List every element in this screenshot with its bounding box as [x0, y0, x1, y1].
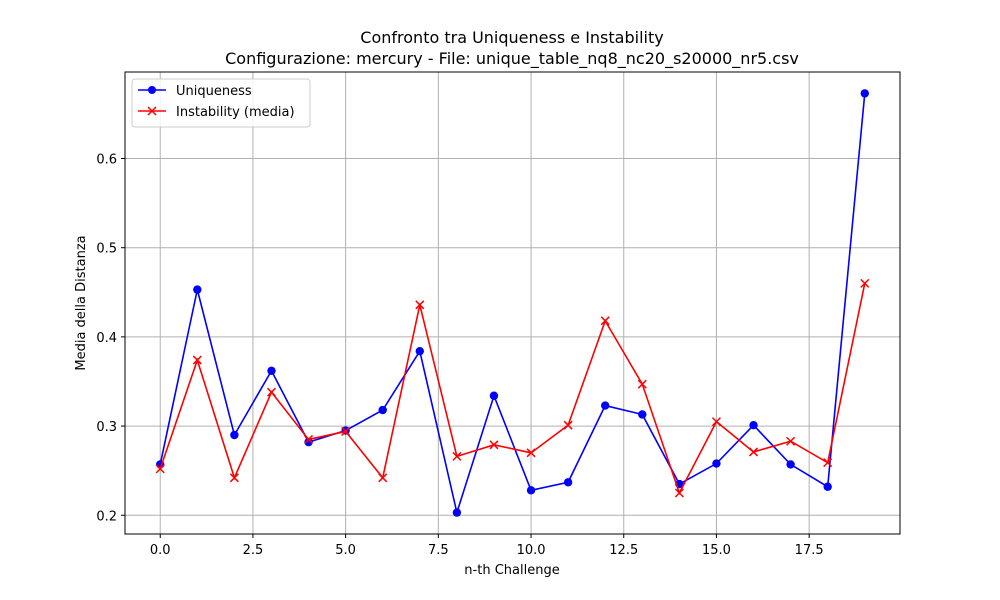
data-point-instability-media [452, 451, 462, 461]
data-point-uniqueness [526, 486, 536, 495]
series-layer [155, 89, 870, 517]
grid [125, 72, 900, 534]
data-point-instability-media [229, 473, 239, 483]
series-line-uniqueness [159, 93, 866, 516]
legend-marker-uniqueness [148, 86, 156, 94]
data-point-instability-media [674, 488, 684, 498]
legend-marker-instability [147, 106, 157, 116]
data-point-instability-media [304, 434, 314, 444]
y-tick-label: 0.3 [96, 420, 117, 435]
x-tick-label: 17.5 [795, 543, 824, 558]
chart-subtitle: Configurazione: mercury - File: unique_t… [225, 49, 799, 69]
y-tick-label: 0.5 [96, 242, 117, 257]
data-point-uniqueness [378, 405, 387, 415]
x-tick-label: 5.0 [335, 543, 356, 558]
data-point-instability-media [526, 448, 536, 458]
data-point-instability-media [860, 278, 870, 288]
legend-label-instability: Instability (media) [176, 105, 295, 120]
y-tick-label: 0.2 [96, 509, 117, 524]
data-point-instability-media [748, 447, 759, 457]
data-point-instability-media [378, 473, 388, 483]
data-point-uniqueness [860, 89, 869, 98]
data-point-uniqueness [712, 459, 721, 468]
data-point-uniqueness [601, 401, 610, 410]
data-point-instability-media [600, 316, 610, 326]
y-tick-label: 0.6 [96, 153, 117, 168]
data-point-uniqueness [823, 482, 832, 491]
x-tick-label: 0.0 [150, 543, 171, 558]
data-point-uniqueness [489, 391, 499, 400]
data-point-instability-media [155, 464, 165, 474]
plot-frame [124, 71, 901, 535]
x-tick-label: 10.0 [517, 543, 546, 558]
data-point-instability-media [192, 355, 202, 365]
data-point-instability-media [341, 426, 351, 436]
x-axis-label: n-th Challenge [464, 563, 559, 578]
x-tick-label: 15.0 [702, 543, 731, 558]
legend: Uniqueness Instability (media) [131, 78, 311, 128]
series-instability-media [155, 278, 870, 498]
series-line-instability-media [159, 283, 866, 495]
data-point-instability-media [266, 387, 277, 397]
data-point-uniqueness [267, 366, 276, 375]
data-point-uniqueness [193, 285, 202, 294]
data-point-uniqueness [786, 460, 795, 469]
x-tick-label: 2.5 [243, 543, 264, 558]
data-point-instability-media [415, 300, 425, 310]
data-point-instability-media [637, 379, 647, 389]
data-point-instability-media [489, 440, 499, 450]
data-point-instability-media [711, 417, 721, 427]
y-axis-label: Media della Distanza [74, 235, 89, 370]
data-point-uniqueness [749, 420, 758, 430]
chart-title: Confronto tra Uniqueness e Instability [360, 28, 663, 47]
x-tick-label: 7.5 [428, 543, 449, 558]
y-tick-label: 0.4 [96, 331, 117, 346]
data-point-instability-media [563, 420, 573, 430]
data-point-instability-media [786, 436, 796, 446]
legend-box [131, 78, 311, 128]
data-point-uniqueness [304, 437, 313, 447]
series-uniqueness [156, 89, 869, 517]
data-point-uniqueness [638, 410, 647, 419]
ticks: 0.0 2.5 5.0 7.5 10.0 12.5 15.0 17.5 0.2 0.3 0.4 0.5… [96, 153, 823, 558]
data-point-uniqueness [563, 478, 573, 487]
legend-label-uniqueness: Uniqueness [176, 84, 252, 99]
data-point-uniqueness [230, 430, 239, 440]
x-tick-label: 12.5 [609, 543, 638, 558]
data-point-uniqueness [415, 346, 424, 356]
data-point-instability-media [823, 458, 833, 468]
data-point-uniqueness [452, 508, 462, 517]
